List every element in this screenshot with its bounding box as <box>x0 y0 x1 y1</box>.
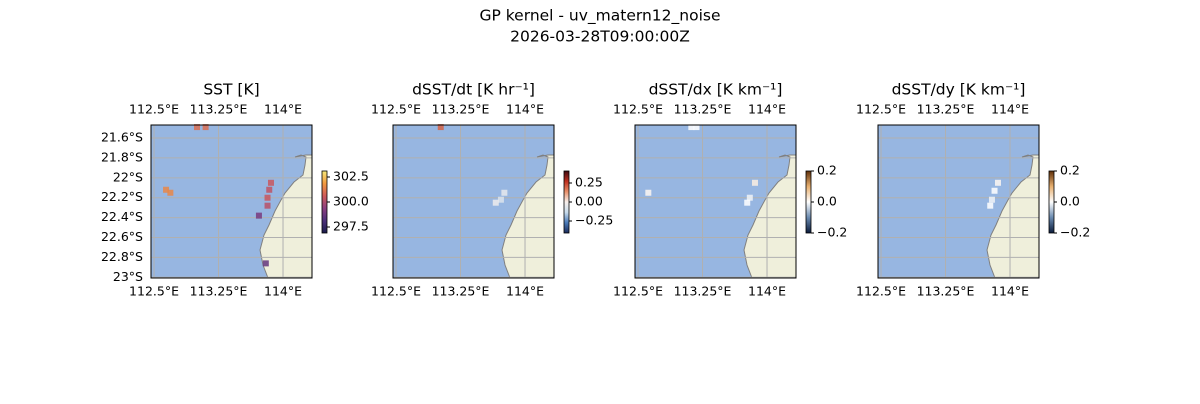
lon-label-top: 113.25°E <box>674 102 732 117</box>
map-panel: dSST/dt [K hr⁻¹] 112.5°E 112.5°E 113.25°E 11… <box>371 81 613 299</box>
lon-label-bottom: 114°E <box>991 284 1029 299</box>
colorbar-tick-label: 297.5 <box>333 219 369 234</box>
lat-label: 22°S <box>113 169 143 184</box>
lat-label: 22.2°S <box>101 189 143 204</box>
data-cell <box>744 199 751 206</box>
figure-subtitle: 2026-03-28T09:00:00Z <box>510 28 690 46</box>
lon-label-top: 113.25°E <box>917 102 975 117</box>
data-cell <box>202 124 209 131</box>
data-cell <box>497 196 504 203</box>
lat-label: 21.8°S <box>101 149 143 164</box>
map-frame <box>150 124 313 279</box>
lon-label-top: 114°E <box>991 102 1029 117</box>
data-cell <box>264 202 271 209</box>
lon-label-bottom: 113.25°E <box>432 284 490 299</box>
data-cell <box>746 194 753 201</box>
data-cell <box>645 189 652 196</box>
data-cell <box>988 196 995 203</box>
map-frame <box>392 124 555 279</box>
colorbar-tick-label: 0.00 <box>575 194 603 209</box>
lat-label: 23°S <box>113 269 143 284</box>
data-cell <box>262 260 269 267</box>
data-cell <box>994 179 1001 186</box>
data-cell <box>492 199 499 206</box>
colorbar-tick-label: 0.25 <box>575 175 603 190</box>
lon-label-bottom: 114°E <box>506 284 544 299</box>
data-cell <box>991 187 998 194</box>
lon-label-top: 114°E <box>748 102 786 117</box>
lon-label-bottom: 112.5°E <box>371 284 421 299</box>
colorbar <box>805 170 812 234</box>
data-cell <box>751 179 758 186</box>
data-cell <box>194 124 201 131</box>
lon-label-top: 114°E <box>264 102 302 117</box>
lon-label-top: 112.5°E <box>129 102 179 117</box>
colorbar-tick-label: −0.2 <box>1060 225 1090 240</box>
lon-label-bottom: 113.25°E <box>190 284 248 299</box>
lat-label: 21.6°S <box>101 130 143 145</box>
panel-title: SST [K] <box>203 81 259 99</box>
colorbar-tick-label: 0.2 <box>1060 163 1080 178</box>
lon-label-bottom: 112.5°E <box>129 284 179 299</box>
colorbar <box>321 170 328 234</box>
map-frame <box>634 124 797 279</box>
colorbar-tick-label: −0.2 <box>817 225 847 240</box>
panel-title: dSST/dx [K km⁻¹] <box>649 81 783 99</box>
lon-label-top: 112.5°E <box>371 102 421 117</box>
colorbar-tick-label: 0.0 <box>817 194 837 209</box>
lon-label-top: 112.5°E <box>613 102 663 117</box>
panel-title: dSST/dt [K hr⁻¹] <box>412 81 535 99</box>
lon-label-top: 113.25°E <box>432 102 490 117</box>
data-cell <box>693 124 700 131</box>
lon-label-bottom: 113.25°E <box>674 284 732 299</box>
data-cell <box>264 194 271 201</box>
colorbar-tick-label: 0.2 <box>817 163 837 178</box>
lon-label-top: 112.5°E <box>856 102 906 117</box>
lat-label: 22.4°S <box>101 209 143 224</box>
colorbar-tick-label: 300.0 <box>333 194 369 209</box>
lon-label-top: 114°E <box>506 102 544 117</box>
colorbar <box>563 170 570 234</box>
map-panel: SST [K] 112.5°E 112.5°E 113.25°E 113.25°E 114… <box>101 81 369 299</box>
data-cell <box>501 189 508 196</box>
lon-label-top: 113.25°E <box>190 102 248 117</box>
data-cell <box>437 124 444 131</box>
panel-title: dSST/dy [K km⁻¹] <box>892 81 1026 99</box>
data-cell <box>255 212 262 219</box>
data-cell <box>266 186 273 193</box>
lat-label: 22.8°S <box>101 249 143 264</box>
figure-title: GP kernel - uv_matern12_noise <box>479 7 720 26</box>
lon-label-bottom: 114°E <box>748 284 786 299</box>
colorbar <box>1048 170 1055 234</box>
lon-label-bottom: 113.25°E <box>917 284 975 299</box>
lon-label-bottom: 112.5°E <box>613 284 663 299</box>
colorbar-tick-label: 302.5 <box>333 169 369 184</box>
data-cell <box>167 189 174 196</box>
colorbar-tick-label: −0.25 <box>575 212 613 227</box>
data-cell <box>688 124 695 131</box>
data-cell <box>267 179 274 186</box>
data-cell <box>163 186 170 193</box>
map-panel: dSST/dy [K km⁻¹] 112.5°E 112.5°E 113.25°E 11… <box>856 81 1090 299</box>
map-panel: dSST/dx [K km⁻¹] 112.5°E 112.5°E 113.25°E 11… <box>613 81 847 299</box>
colorbar-tick-label: 0.0 <box>1060 194 1080 209</box>
map-frame <box>877 124 1040 279</box>
lon-label-bottom: 114°E <box>264 284 302 299</box>
lon-label-bottom: 112.5°E <box>856 284 906 299</box>
data-cell <box>987 202 994 209</box>
lat-label: 22.6°S <box>101 229 143 244</box>
